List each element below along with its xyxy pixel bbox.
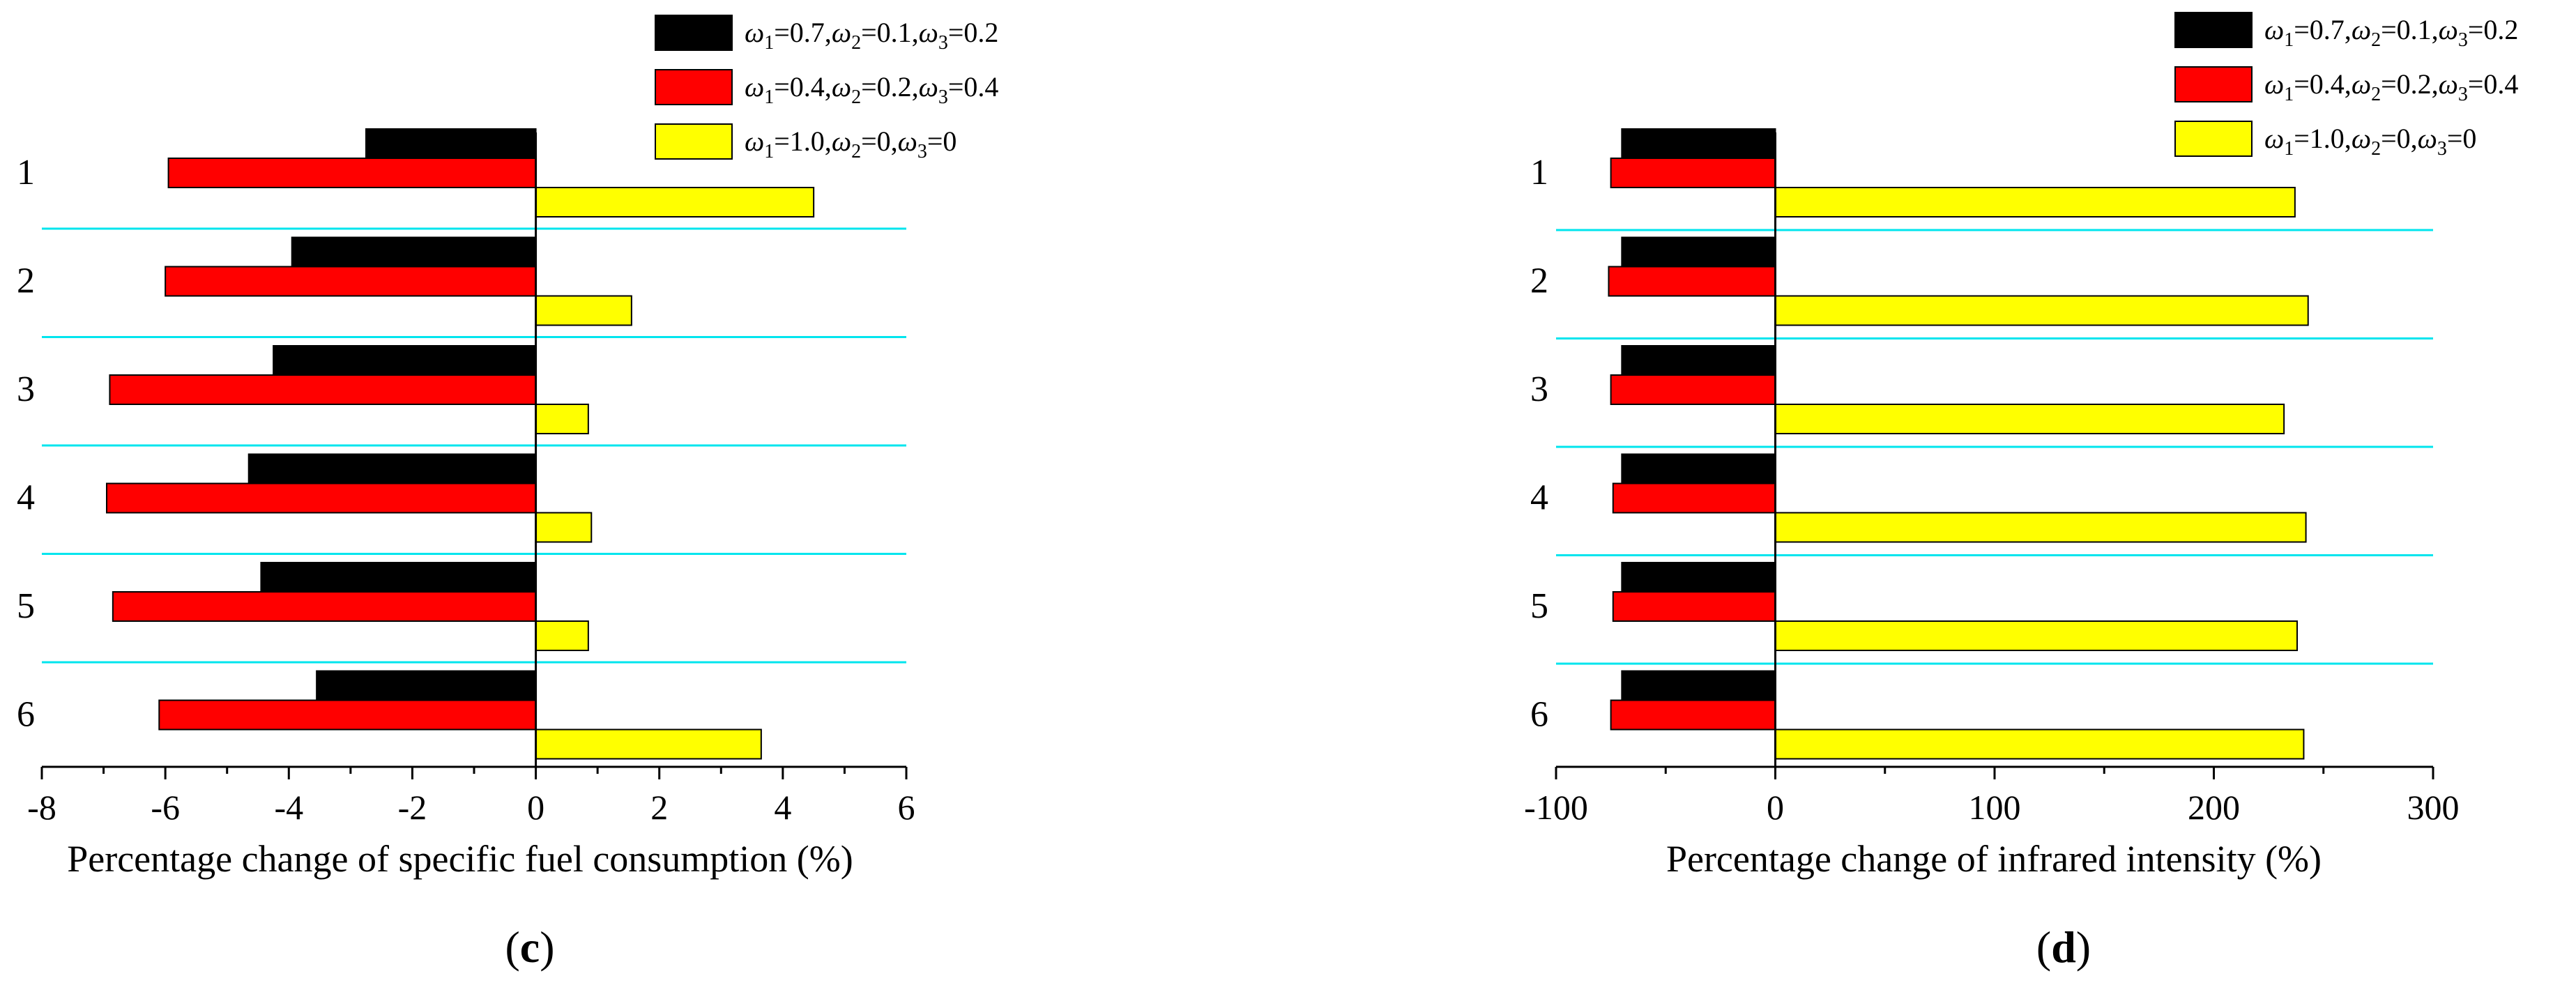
category-label: 6 <box>17 695 35 735</box>
bar <box>535 620 589 651</box>
bar <box>1610 699 1776 731</box>
category-label: 5 <box>1530 586 1548 626</box>
x-tick-label: -100 <box>1524 788 1588 827</box>
legend-swatch <box>655 15 733 51</box>
bar <box>1774 728 2305 760</box>
bar <box>112 591 537 622</box>
x-tick-label: -6 <box>151 788 180 827</box>
category-label: 6 <box>1530 695 1548 735</box>
x-tick-label: 100 <box>1969 788 2021 827</box>
bar <box>535 295 632 326</box>
bar <box>535 404 589 434</box>
x-tick-label: -2 <box>398 788 427 827</box>
category-label: 3 <box>17 369 35 409</box>
legend-swatch <box>655 123 733 160</box>
category-label: 1 <box>17 153 35 192</box>
category-label: 5 <box>17 586 35 626</box>
bar <box>291 236 537 268</box>
x-tick-label: 300 <box>2407 788 2460 827</box>
x-axis-label: Percentage change of infrared intensity … <box>1666 838 2322 880</box>
legend-label: ω1=0.4,ω2=0.2,ω3=0.4 <box>745 71 998 108</box>
bar <box>1774 295 2309 326</box>
panel-d-chart: 1 2 3 4 5 6 -100 0 100 200 300 Percentage change of… <box>1524 12 2518 972</box>
legend-swatch <box>2174 121 2253 157</box>
bar <box>1621 453 1776 484</box>
legend-label: ω1=1.0,ω2=0,ω3=0 <box>745 125 957 162</box>
x-tick-label: 0 <box>1767 788 1784 827</box>
x-tick-label: 4 <box>774 788 791 827</box>
bar <box>1621 236 1776 268</box>
bar <box>316 670 537 701</box>
bar <box>273 345 537 376</box>
category-label: 2 <box>1530 261 1548 301</box>
bar <box>1774 620 2299 651</box>
legend-swatch <box>2174 66 2253 102</box>
bar <box>1774 187 2296 218</box>
legend-label: ω1=0.7,ω2=0.1,ω3=0.2 <box>2264 14 2518 51</box>
x-tick-label: -4 <box>274 788 303 827</box>
x-tick-label: 2 <box>650 788 668 827</box>
bar <box>1621 345 1776 376</box>
bar <box>535 728 762 760</box>
category-label: 4 <box>17 478 35 518</box>
bar <box>365 128 537 159</box>
bar <box>247 453 537 484</box>
bar <box>1608 266 1776 297</box>
bar <box>535 187 815 218</box>
x-tick-label: 200 <box>2188 788 2240 827</box>
bar <box>260 562 537 593</box>
bar <box>1774 512 2307 543</box>
bar <box>1621 562 1776 593</box>
bar <box>158 699 537 731</box>
bar <box>165 266 537 297</box>
category-label: 1 <box>1530 153 1548 192</box>
category-label: 2 <box>17 261 35 301</box>
bar <box>167 158 537 188</box>
legend-swatch <box>2174 12 2253 48</box>
panel-label: (d) <box>2036 922 2091 972</box>
legend-label: ω1=0.7,ω2=0.1,ω3=0.2 <box>745 17 998 54</box>
category-label: 3 <box>1530 369 1548 409</box>
bar <box>1621 128 1776 159</box>
bar <box>1612 482 1776 514</box>
legend-label: ω1=1.0,ω2=0,ω3=0 <box>2264 123 2476 160</box>
bar <box>1612 591 1776 622</box>
x-tick-label: -8 <box>27 788 56 827</box>
panel-label: (c) <box>505 922 554 972</box>
x-tick-label: 0 <box>527 788 544 827</box>
x-tick-label: 6 <box>898 788 915 827</box>
bar <box>535 512 593 543</box>
bar <box>1621 670 1776 701</box>
x-axis-label: Percentage change of specific fuel consu… <box>67 838 853 880</box>
legend-swatch <box>655 69 733 105</box>
bar <box>1774 404 2285 434</box>
bar <box>1610 158 1776 188</box>
bar <box>1610 374 1776 405</box>
bar <box>106 482 537 514</box>
category-label: 4 <box>1530 478 1548 518</box>
bar <box>109 374 537 405</box>
legend-label: ω1=0.4,ω2=0.2,ω3=0.4 <box>2264 68 2518 105</box>
panel-c-chart: 1 2 3 4 5 6 -8 -6 -4 -2 0 2 4 6 Percentage change of s… <box>17 15 998 972</box>
